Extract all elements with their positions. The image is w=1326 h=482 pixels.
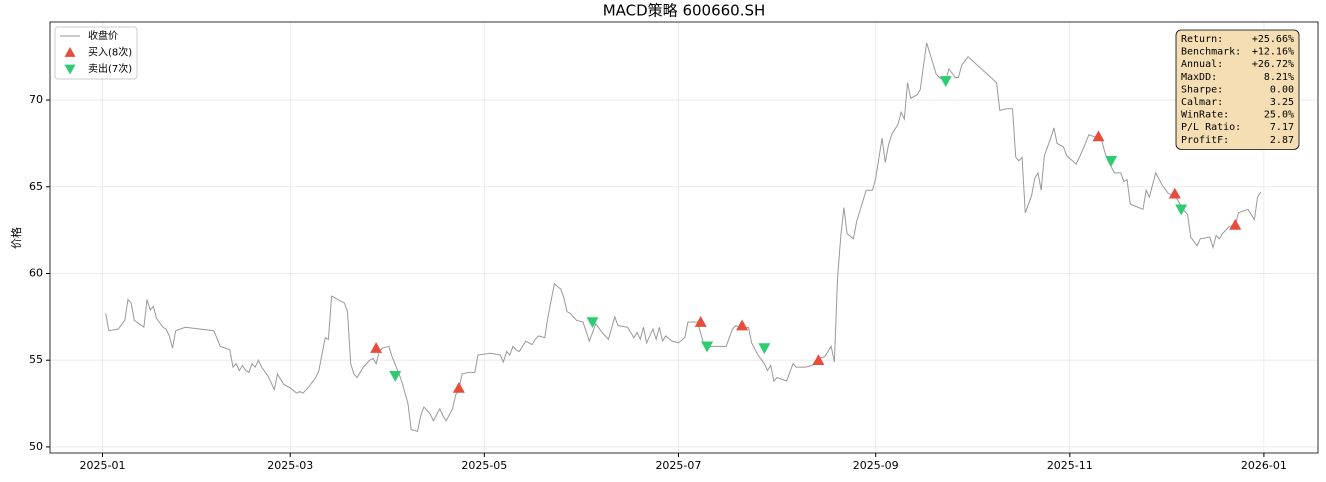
price-line [105,42,1262,432]
buy-marker [812,354,825,366]
stats-label: Return: [1181,34,1223,45]
sell-marker [758,343,771,355]
legend-marker [64,47,76,57]
sell-marker [1105,155,1118,167]
y-tick-label: 60 [29,266,43,279]
x-tick-label: 2025-09 [853,459,899,472]
chart-title: MACD策略 600660.SH [603,2,766,20]
stats-label: Benchmark: [1181,47,1241,58]
stats-value: 3.25 [1270,97,1294,108]
legend-label: 买入(8次) [88,46,132,59]
stats-value: 25.0% [1264,110,1294,121]
legend-label: 收盘价 [88,29,118,42]
buy-marker [1092,130,1105,142]
y-tick-label: 65 [29,180,43,193]
y-tick-label: 55 [29,353,43,366]
sell-marker [701,341,714,353]
sell-marker [1175,204,1188,216]
stats-label: Calmar: [1181,97,1223,108]
stats-value: 0.00 [1270,84,1294,95]
stats-label: WinRate: [1181,110,1229,121]
stats-value: 8.21% [1264,72,1294,83]
y-tick-label: 70 [29,93,43,106]
buy-marker [452,381,465,393]
stats-label: ProfitF: [1181,135,1229,146]
buy-marker [370,342,383,353]
stats-label: Sharpe: [1181,84,1223,95]
buy-marker [1229,218,1242,230]
stats-value: 2.87 [1270,135,1294,146]
y-axis-label: 价格 [9,227,23,249]
plot-frame [49,21,1319,454]
stats-label: MaxDD: [1181,72,1217,83]
stats-value: 7.17 [1270,122,1294,133]
legend-label: 卖出(7次) [88,62,132,75]
stats-box [1175,29,1300,150]
stats-value: +25.66% [1252,34,1294,45]
sell-marker [389,371,402,382]
stats-value: +26.72% [1252,59,1294,70]
buy-marker [736,319,749,331]
buy-marker [1168,187,1181,199]
stats-label: P/L Ratio: [1181,122,1241,133]
x-tick-label: 2025-03 [267,459,313,472]
x-tick-label: 2025-11 [1047,459,1093,472]
x-tick-label: 2025-01 [80,459,126,472]
stats-label: Annual: [1181,59,1223,70]
legend-marker [64,64,76,75]
legend-box [54,26,138,80]
y-tick-label: 50 [29,440,43,453]
sell-marker [586,317,599,329]
sell-marker [939,76,952,87]
stats-value: +12.16% [1252,47,1294,58]
x-tick-label: 2025-07 [655,459,701,472]
buy-marker [694,316,707,327]
x-tick-label: 2026-01 [1241,459,1287,472]
x-tick-label: 2025-05 [461,459,507,472]
